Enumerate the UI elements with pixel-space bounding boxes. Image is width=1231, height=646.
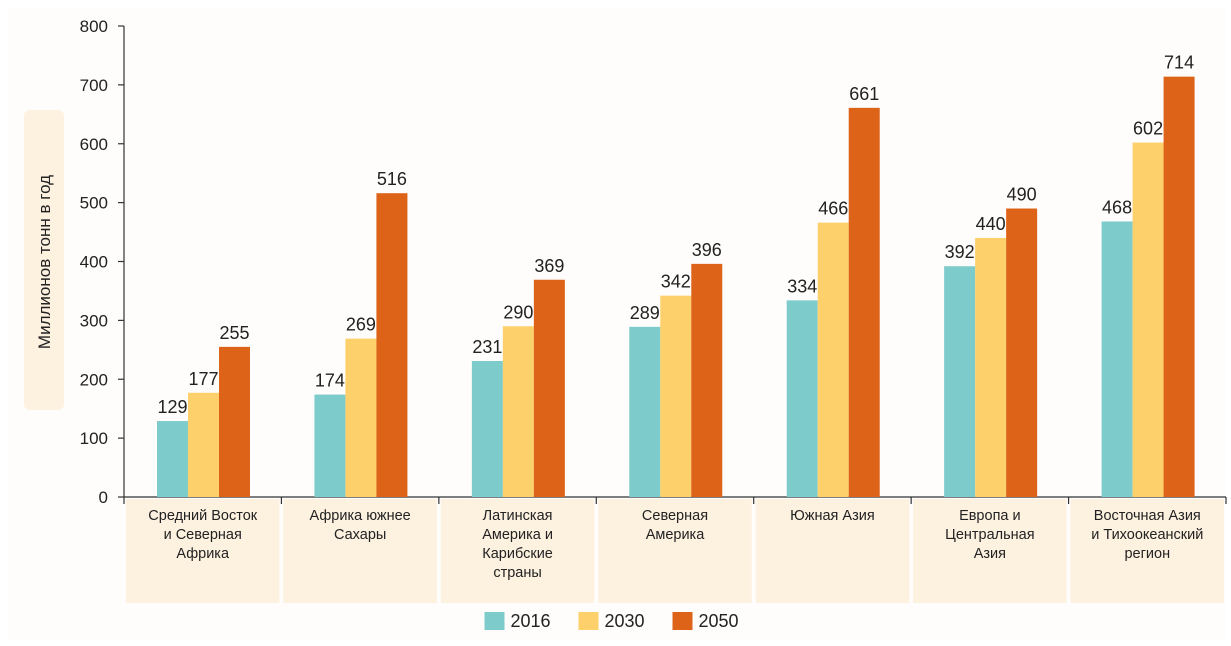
legend-label: 2030 [605,611,645,631]
data-label: 290 [503,302,533,322]
bar [660,295,692,497]
category-panel [598,499,752,603]
legend-label: 2016 [511,611,551,631]
bar [691,263,723,497]
category-label: Америка и [482,527,553,543]
data-label: 289 [630,303,660,323]
y-tick-label: 700 [80,76,108,95]
data-label: 369 [534,256,564,276]
y-tick-label: 0 [99,488,108,507]
category-label: Карибские [482,546,553,562]
data-label: 334 [787,276,817,296]
bar [629,326,661,497]
category-panel [1070,499,1224,603]
data-label: 602 [1133,119,1163,139]
bar [848,107,880,498]
data-label: 231 [472,337,502,357]
category-label: Африка [176,546,230,562]
bar [786,300,818,497]
bar [533,279,565,497]
bar [314,394,346,497]
legend-label: 2050 [699,611,739,631]
bar [1101,221,1133,497]
y-tick-label: 600 [80,135,108,154]
legend-swatch [578,612,599,630]
y-tick-label: 500 [80,194,108,213]
data-label: 714 [1164,53,1194,73]
data-label: 396 [692,240,722,260]
bar [188,392,219,497]
data-label: 177 [188,369,218,389]
legend-swatch [484,612,505,630]
category-label: Европа и [959,508,1021,524]
category-panel [755,499,910,603]
category-label: Центральная [945,527,1035,543]
bars [157,76,1195,498]
data-label: 392 [945,242,975,262]
data-label: 661 [849,84,879,104]
category-label: Америка [646,527,706,543]
data-label: 440 [976,214,1006,234]
y-axis-title: Миллионов тонн в год [35,175,54,349]
bar [1006,208,1038,497]
bar [1132,142,1164,497]
bar [376,193,408,497]
category-label: Средний Восток [148,508,258,524]
data-label: 129 [157,397,187,417]
legend-swatch [672,612,693,630]
category-panels [126,499,1224,603]
category-panel [913,499,1067,603]
bar [1163,76,1195,497]
bar [502,326,534,497]
data-label: 174 [315,371,345,391]
category-label: Латинская [483,508,553,524]
y-tick-label: 400 [80,253,108,272]
bar [975,237,1007,497]
bar [817,222,849,497]
y-tick-label: 800 [80,17,108,36]
y-axis-title-group: Миллионов тонн в год [24,110,64,410]
data-label: 466 [818,199,848,219]
category-label: Северная [642,508,708,524]
category-label: Азия [974,546,1006,562]
bar [944,266,976,497]
data-label: 516 [377,169,407,189]
category-label: Восточная Азия [1094,508,1201,524]
bar [157,421,188,497]
category-label: Южная Азия [790,508,875,524]
category-panel [283,499,437,603]
category-label: и Северная [164,527,242,543]
data-label: 468 [1102,197,1132,217]
y-tick-label: 100 [80,429,108,448]
data-label: 269 [346,315,376,335]
bar [345,338,377,497]
data-label: 342 [661,272,691,292]
y-axis-title-panel [24,110,64,410]
category-panel [440,499,595,603]
category-label: Сахары [334,527,386,543]
data-label: 255 [219,323,249,343]
bar [219,346,250,497]
axes: 0 100 200 300 400 500 600 700 800 [80,17,1227,507]
y-tick-label: 300 [80,311,108,330]
category-label: регион [1124,546,1170,562]
category-panel [126,499,280,603]
category-label: страны [493,565,541,581]
data-label: 490 [1007,185,1037,205]
category-labels: Средний Восток и Северная Африка Африка южн… [148,508,1203,581]
legend: 2016 2030 2050 [484,611,739,631]
category-label: Африка южнее [310,508,411,524]
bar [471,360,503,497]
category-label: и Тихоокеанский [1091,527,1203,543]
y-tick-label: 200 [80,370,108,389]
